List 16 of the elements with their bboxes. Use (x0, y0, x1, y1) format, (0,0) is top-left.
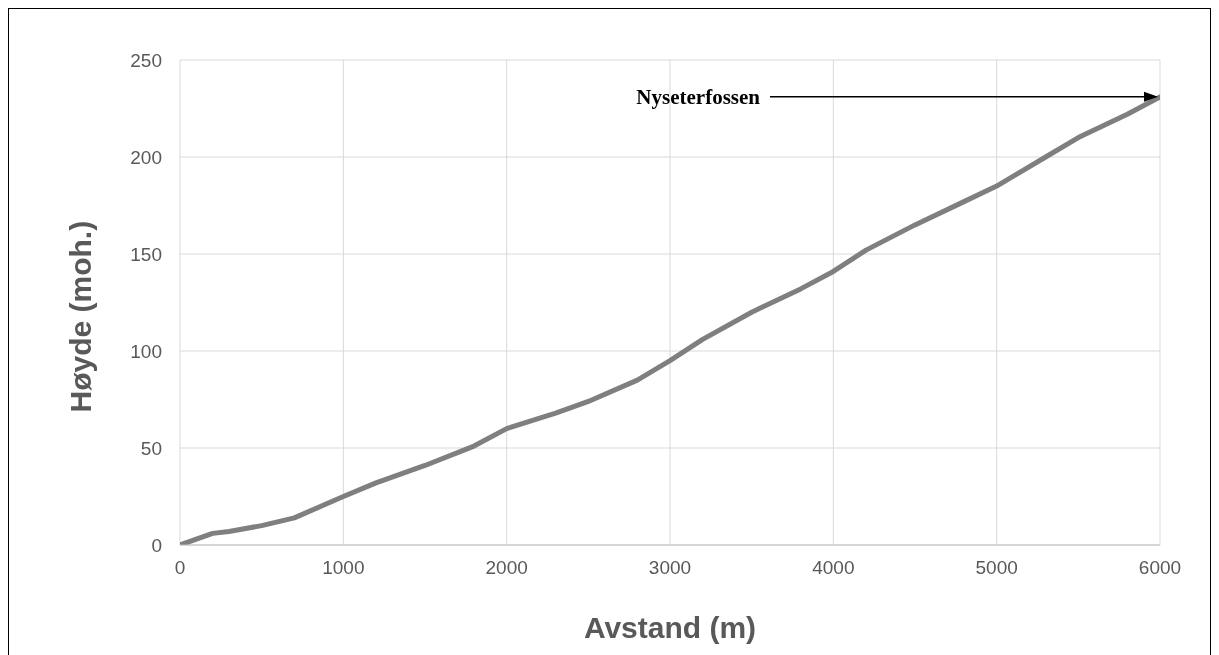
annotation: Nyseterfossen (636, 84, 761, 109)
x-axis-title: Avstand (m) (583, 611, 757, 644)
y-tick-label: 0 (151, 534, 162, 556)
y-tick-label: 50 (140, 437, 162, 459)
y-tick-label: 200 (130, 146, 162, 168)
y-tick-label: 100 (130, 340, 162, 362)
x-tick-label: 6000 (1138, 557, 1182, 579)
x-tick-label: 4000 (812, 557, 855, 579)
y-tick-label: 250 (130, 49, 162, 71)
y-tick-label: 150 (130, 243, 162, 265)
x-tick-label: 0 (174, 557, 186, 579)
x-tick-label: 3000 (648, 557, 692, 579)
x-tick-label: 2000 (485, 557, 528, 579)
x-tick-label: 1000 (322, 557, 365, 579)
y-axis-title: Høyde (moh.) (63, 220, 97, 413)
x-tick-label: 5000 (975, 557, 1018, 579)
